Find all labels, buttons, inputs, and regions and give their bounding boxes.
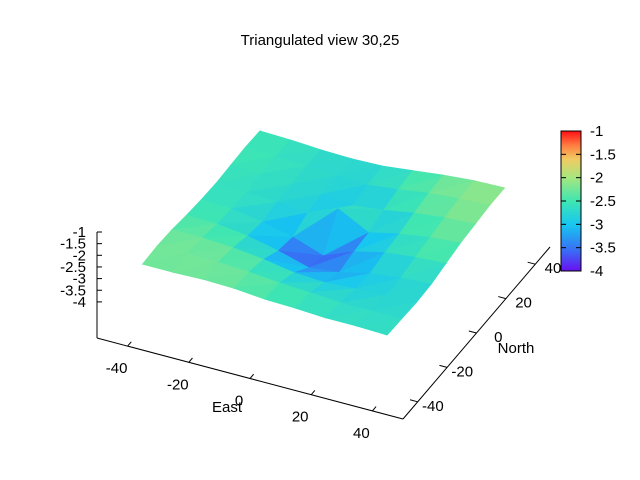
colorbar-tick-label: -1 xyxy=(590,123,603,140)
z-tick-label: -4 xyxy=(73,294,86,311)
x-tick-label: -40 xyxy=(106,360,128,377)
y-tick-label: 20 xyxy=(515,295,532,312)
colorbar-ticks: -1 -1.5 -2 -2.5 -3 -3.5 -4 xyxy=(561,123,616,280)
x-tick-mark xyxy=(127,341,132,347)
colorbar-tick-label: -3.5 xyxy=(590,240,616,257)
y-tick-label: -40 xyxy=(422,398,444,415)
z-tick-label: -3 xyxy=(73,271,86,288)
x-axis-label: East xyxy=(212,399,243,416)
colorbar-tick-label: -4 xyxy=(590,263,603,280)
x-tick-label: 20 xyxy=(292,409,309,426)
z-tick-label: -1.5 xyxy=(60,236,86,253)
y-tick-label: -20 xyxy=(451,363,473,380)
chart-title: Triangulated view 30,25 xyxy=(241,32,400,49)
z-tick-label: -3.5 xyxy=(60,282,86,299)
x-tick-mark xyxy=(310,390,316,396)
surface-facet xyxy=(356,318,403,336)
y-axis-label: North xyxy=(498,340,535,357)
colorbar-tick-label: -2.5 xyxy=(590,193,616,210)
colorbar-tick-label: -3 xyxy=(590,216,603,233)
z-tick-label: -2.5 xyxy=(60,259,86,276)
y-tick-mark xyxy=(468,330,477,334)
surface-mesh xyxy=(141,130,506,336)
z-tick-label: -2 xyxy=(73,247,86,264)
x-tick-mark xyxy=(249,373,255,379)
colorbar: -1 -1.5 -2 -2.5 -3 -3.5 -4 xyxy=(560,123,616,280)
x-tick-label: 0 xyxy=(235,393,243,410)
x-tick-label: -20 xyxy=(167,376,189,393)
y-tick-mark xyxy=(439,364,448,368)
z-tick-label: -1 xyxy=(73,224,86,241)
y-tick-label: 0 xyxy=(494,329,502,346)
y-tick-mark xyxy=(409,399,418,403)
x-tick-label: 40 xyxy=(353,425,370,442)
axis-ticks: -40 -20 0 20 40 -40 -20 0 20 40 -1-1.5-2-2.5-3-3.5… xyxy=(60,224,561,442)
colorbar-tick-label: -2 xyxy=(590,170,603,187)
y-tick-mark xyxy=(498,296,507,300)
y-tick-label: 40 xyxy=(545,260,562,277)
colorbar-tick-label: -1.5 xyxy=(590,146,616,163)
x-tick-mark xyxy=(188,357,193,363)
y-tick-mark xyxy=(527,261,536,265)
x-tick-mark xyxy=(372,406,377,412)
